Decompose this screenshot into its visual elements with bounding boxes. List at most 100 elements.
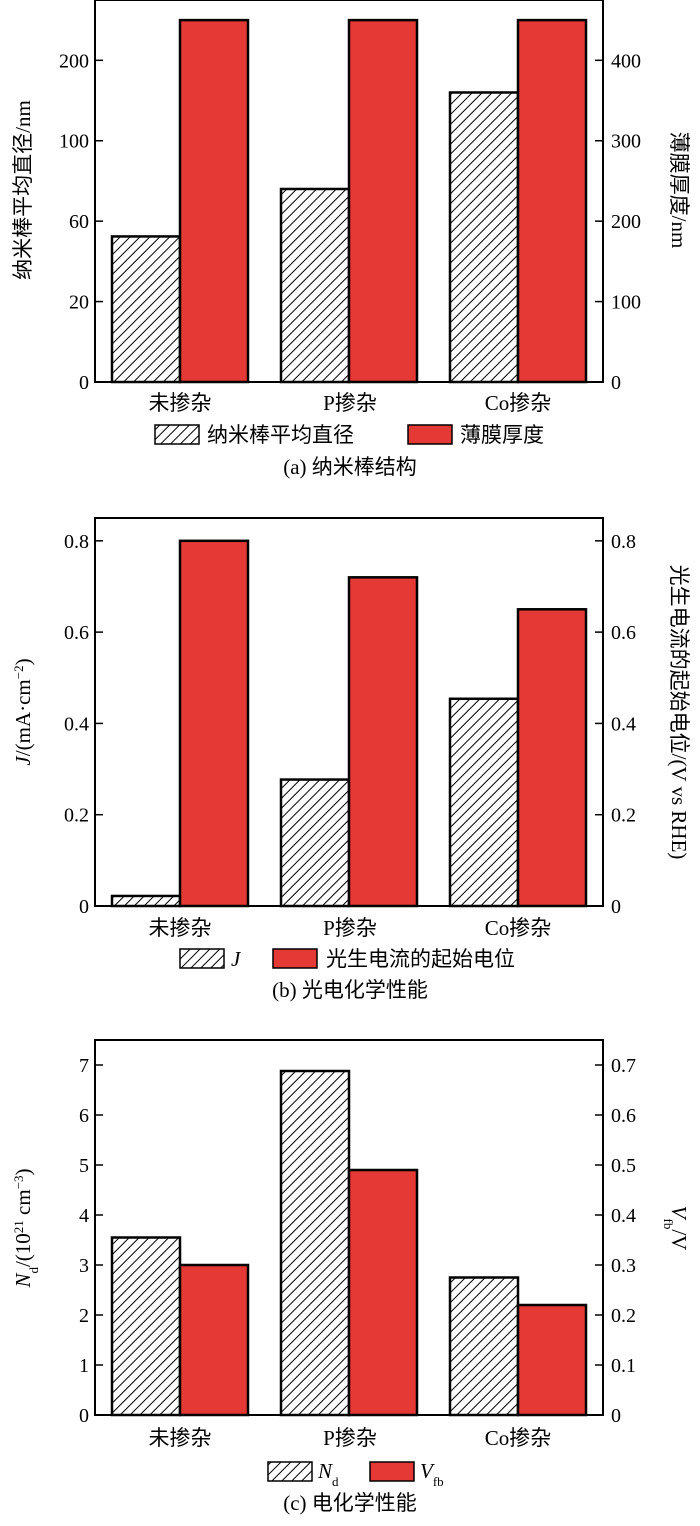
hatched-bar-0 xyxy=(110,1236,182,1417)
left-tick-label: 6 xyxy=(79,1105,89,1127)
panel-c-category-1: P掺杂 xyxy=(323,1426,377,1450)
legend-red-swatch xyxy=(407,424,453,445)
panel-a-category-1: P掺杂 xyxy=(323,391,377,415)
panel-b-left-axis-label-symbol: J xyxy=(11,755,35,766)
right-tick-label: 0.4 xyxy=(611,713,636,735)
red-bar-1 xyxy=(347,576,419,908)
left-tick-label: 2 xyxy=(79,1305,89,1327)
panel-c-left-axis-label-unit: /(10 xyxy=(11,1233,35,1267)
left-tick-label: 200 xyxy=(59,50,89,72)
panel-a-category-0: 未掺杂 xyxy=(149,391,212,415)
left-tick-label: 20 xyxy=(69,292,89,314)
panel-b-right-axis-label: 光生电流的起始电位/(V vs RHE) xyxy=(667,565,691,860)
right-tick-label: 200 xyxy=(611,211,641,233)
hatched-bar-0 xyxy=(110,235,182,384)
panel-c-left-axis-label-cm: cm xyxy=(11,1189,35,1220)
panel-b-ticks: 0 0.2 0.4 0.6 0.8 0 0.2 0.4 0.6 0.8 xyxy=(64,531,636,918)
panel-b-left-axis-label-sup: −2 xyxy=(11,665,26,679)
hatched-bar-2 xyxy=(448,91,520,384)
panel-c-left-axis-label-sup: 21 xyxy=(11,1220,26,1233)
right-tick-label: 0.6 xyxy=(611,1105,636,1127)
panel-b-legend-series-1: 光生电流的起始电位 xyxy=(326,947,515,971)
right-tick-label: 0.6 xyxy=(611,622,636,644)
panel-c-legend-series-0-sub: d xyxy=(332,1474,339,1489)
panel-a: 0 20 60 100 200 0 100 200 300 400 纳米棒平均直径/nm 薄膜厚度… xyxy=(11,0,691,479)
panel-c-legend-series-1-sub: fb xyxy=(433,1474,444,1489)
panel-a-bars xyxy=(110,18,588,384)
right-tick-label: 300 xyxy=(611,131,641,153)
panel-a-right-axis-label: 薄膜厚度/nm xyxy=(667,132,691,249)
right-tick-label: 0.1 xyxy=(611,1355,636,1377)
panel-b-left-axis-label-unit: /(mA·cm xyxy=(11,679,35,756)
panel-b-left-axis-label-end: ) xyxy=(11,658,35,665)
panel-a-left-axis-label: 纳米棒平均直径/nm xyxy=(11,100,35,280)
panel-b-bars xyxy=(110,539,588,908)
panel-c-right-axis-label-sub: fb xyxy=(662,1218,677,1229)
panel-a-caption: (a) 纳米棒结构 xyxy=(283,455,417,479)
hatched-bar-1 xyxy=(279,187,351,384)
red-bar-2 xyxy=(516,18,588,384)
right-tick-label: 0 xyxy=(611,1405,621,1427)
legend-hatch-swatch xyxy=(179,948,225,969)
panel-a-ticks: 0 20 60 100 200 0 100 200 300 400 xyxy=(59,50,641,394)
panel-c: 0 1 2 3 4 5 6 7 0 0.1 0.2 0.3 0.4 0.5 0.6 0.7 Nd/(1021 … xyxy=(11,1039,692,1515)
right-tick-label: 0 xyxy=(611,896,621,918)
right-tick-label: 0.2 xyxy=(611,1305,636,1327)
panel-c-right-axis-label: Vfb/V xyxy=(662,1206,692,1251)
red-bar-1 xyxy=(347,18,419,384)
red-bar-2 xyxy=(516,608,588,908)
panel-c-frame xyxy=(94,1039,604,1416)
left-tick-label: 0.6 xyxy=(64,622,89,644)
panel-c-ticks: 0 1 2 3 4 5 6 7 0 0.1 0.2 0.3 0.4 0.5 0.6 0.7 xyxy=(79,1055,636,1427)
legend-hatch-swatch xyxy=(267,1461,313,1482)
panel-a-legend: 纳米棒平均直径 薄膜厚度 xyxy=(154,423,544,447)
panel-b: 00.20.40.60.800.20.40.60.8 J/(mA·cm−2) 光… xyxy=(11,517,691,1002)
panel-b-legend: J 光生电流的起始电位 xyxy=(179,947,515,971)
left-tick-label: 60 xyxy=(69,211,89,233)
left-tick-label: 3 xyxy=(79,1255,89,1277)
right-tick-label: 0.8 xyxy=(611,531,636,553)
left-tick-label: 7 xyxy=(79,1055,89,1077)
panel-c-category-0: 未掺杂 xyxy=(149,1426,212,1450)
panel-c-legend-series-0-symbol: N xyxy=(317,1459,333,1483)
panel-b-category-1: P掺杂 xyxy=(323,916,377,940)
right-tick-label: 0.4 xyxy=(611,1205,636,1227)
right-tick-label: 400 xyxy=(611,50,641,72)
panel-c-left-axis-label-sub: d xyxy=(26,1267,41,1274)
right-tick-label: 100 xyxy=(611,292,641,314)
panel-c-caption: (c) 电化学性能 xyxy=(283,1491,417,1515)
panel-c-left-axis-label: Nd/(1021 cm−3) xyxy=(11,1168,41,1288)
hatched-bar-0 xyxy=(110,894,182,908)
right-tick-label: 0.3 xyxy=(611,1255,636,1277)
legend-red-swatch xyxy=(369,1461,415,1482)
panel-c-left-axis-label-symbol: N xyxy=(11,1273,35,1289)
left-tick-label: 4 xyxy=(79,1205,89,1227)
panel-c-right-axis-label-unit: /V xyxy=(667,1229,691,1250)
legend-hatch-swatch xyxy=(154,424,200,445)
red-bar-0 xyxy=(178,18,250,384)
hatched-bar-1 xyxy=(279,1069,351,1417)
red-bar-0 xyxy=(178,539,250,908)
right-tick-label: 0.7 xyxy=(611,1055,636,1077)
panel-c-legend: Nd Vfb xyxy=(267,1459,444,1489)
hatched-bar-2 xyxy=(448,697,520,908)
left-tick-label: 1 xyxy=(79,1355,89,1377)
panel-c-legend-series-1: Vfb xyxy=(420,1459,444,1489)
right-tick-label: 0 xyxy=(611,372,621,394)
panel-c-left-axis-label-close: ) xyxy=(11,1168,35,1175)
panel-a-frame xyxy=(94,0,604,383)
left-tick-label: 0.8 xyxy=(64,531,89,553)
left-tick-label: 0 xyxy=(79,372,89,394)
left-tick-label: 5 xyxy=(79,1155,89,1177)
panel-c-legend-series-1-symbol: V xyxy=(420,1459,435,1483)
panel-c-category-2: Co掺杂 xyxy=(485,1426,552,1450)
panel-c-legend-series-0: Nd xyxy=(317,1459,339,1489)
red-bar-2 xyxy=(516,1303,588,1417)
hatched-bar-1 xyxy=(279,778,351,908)
panel-c-right-axis-label-symbol: V xyxy=(667,1206,691,1221)
red-bar-1 xyxy=(347,1168,419,1417)
right-tick-label: 0.5 xyxy=(611,1155,636,1177)
panel-b-category-2: Co掺杂 xyxy=(485,916,552,940)
hatched-bar-2 xyxy=(448,1276,520,1417)
panel-c-left-axis-label-sup2: −3 xyxy=(11,1175,26,1189)
